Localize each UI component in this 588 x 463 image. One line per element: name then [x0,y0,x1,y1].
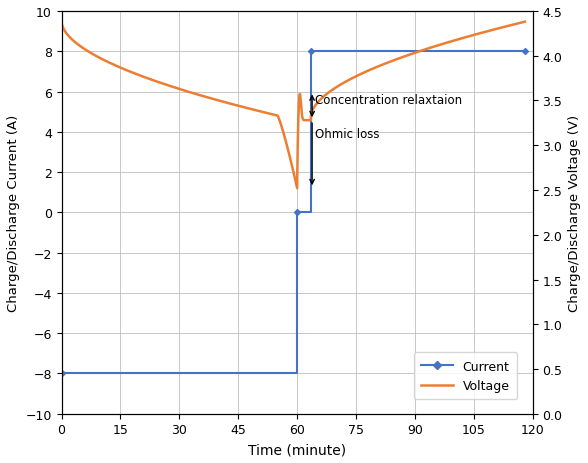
Text: Concentration relaxtaion: Concentration relaxtaion [315,94,462,107]
Legend: Current, Voltage: Current, Voltage [414,352,517,400]
Text: Ohmic loss: Ohmic loss [315,128,380,141]
Y-axis label: Charge/Discharge Current (A): Charge/Discharge Current (A) [7,114,20,311]
X-axis label: Time (minute): Time (minute) [248,442,346,456]
Y-axis label: Charge/Discharge Voltage (V): Charge/Discharge Voltage (V) [568,114,581,311]
